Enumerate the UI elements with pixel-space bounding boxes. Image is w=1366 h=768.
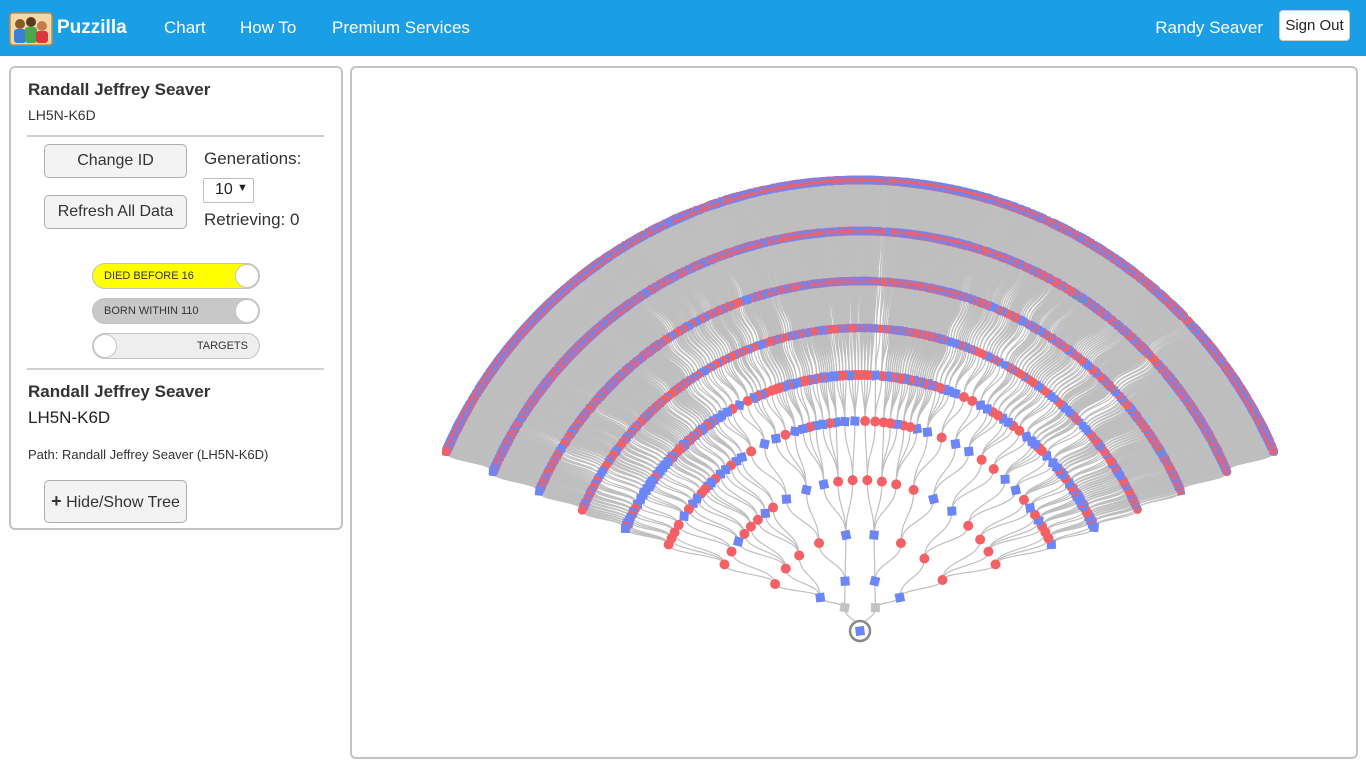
tree-link [875,543,901,581]
tree-link [988,521,1038,552]
descendant-fan-chart [352,68,1356,757]
user-name: Randy Seaver [1155,18,1263,38]
fan-chart-panel [350,66,1358,759]
toggle-born-within-110[interactable]: BORN WITHIN 110 [92,298,260,324]
toggle-label: BORN WITHIN 110 [104,305,199,317]
generations-label: Generations: [204,149,301,169]
generations-select[interactable]: 10 ▼ [203,178,254,203]
toggle-died-before-16[interactable]: DIED BEFORE 16 [92,263,260,289]
tree-link [968,490,1016,526]
plus-icon: + [51,491,62,511]
app-name[interactable]: Puzzilla [57,17,127,39]
tree-link [994,437,1027,469]
refresh-all-data-button[interactable]: Refresh All Data [44,195,187,229]
hide-show-tree-label: Hide/Show Tree [66,494,180,511]
selected-person-id: LH5N-K6D [28,408,110,428]
tree-link [952,460,982,511]
tree-link [982,419,1004,460]
divider [27,135,324,137]
nav-premium-services-link[interactable]: Premium Services [332,18,470,38]
change-id-button[interactable]: Change ID [44,144,187,178]
dropdown-arrow-icon: ▼ [237,182,248,194]
tree-link [952,469,994,511]
tree-link [968,479,1005,526]
selected-person-name: Randall Jeffrey Seaver [28,382,210,402]
nav-chart-link[interactable]: Chart [164,18,206,38]
tree-link [934,451,969,499]
ancestry-path: Path: Randall Jeffrey Seaver (LH5N-K6D) [28,447,268,462]
tree-link [980,508,1030,540]
person-info-panel: Randall Jeffrey Seaver LH5N-K6D Change I… [9,66,343,530]
toggle-label: TARGETS [197,340,248,352]
toggle-targets[interactable]: TARGETS [92,333,260,359]
hide-show-tree-button[interactable]: + Hide/Show Tree [44,480,187,523]
retrieving-status: Retrieving: 0 [204,210,299,230]
divider [27,368,324,370]
tree-link [1003,381,1031,419]
nav-how-to-link[interactable]: How To [240,18,296,38]
toggle-knob [235,264,259,288]
tree-link [1005,451,1042,479]
tree-link [900,558,925,597]
person-id: LH5N-K6D [28,107,96,123]
top-navbar: Puzzilla Chart How To Premium Services R… [0,0,1366,56]
tree-links [446,180,1274,631]
toggle-knob [93,334,117,358]
person-name: Randall Jeffrey Seaver [28,80,210,100]
toggle-knob [235,299,259,323]
puzzilla-logo-icon[interactable] [9,11,53,47]
generations-value: 10 [215,181,233,199]
toggle-label: DIED BEFORE 16 [104,270,194,282]
sign-out-button[interactable]: Sign Out [1279,10,1350,41]
